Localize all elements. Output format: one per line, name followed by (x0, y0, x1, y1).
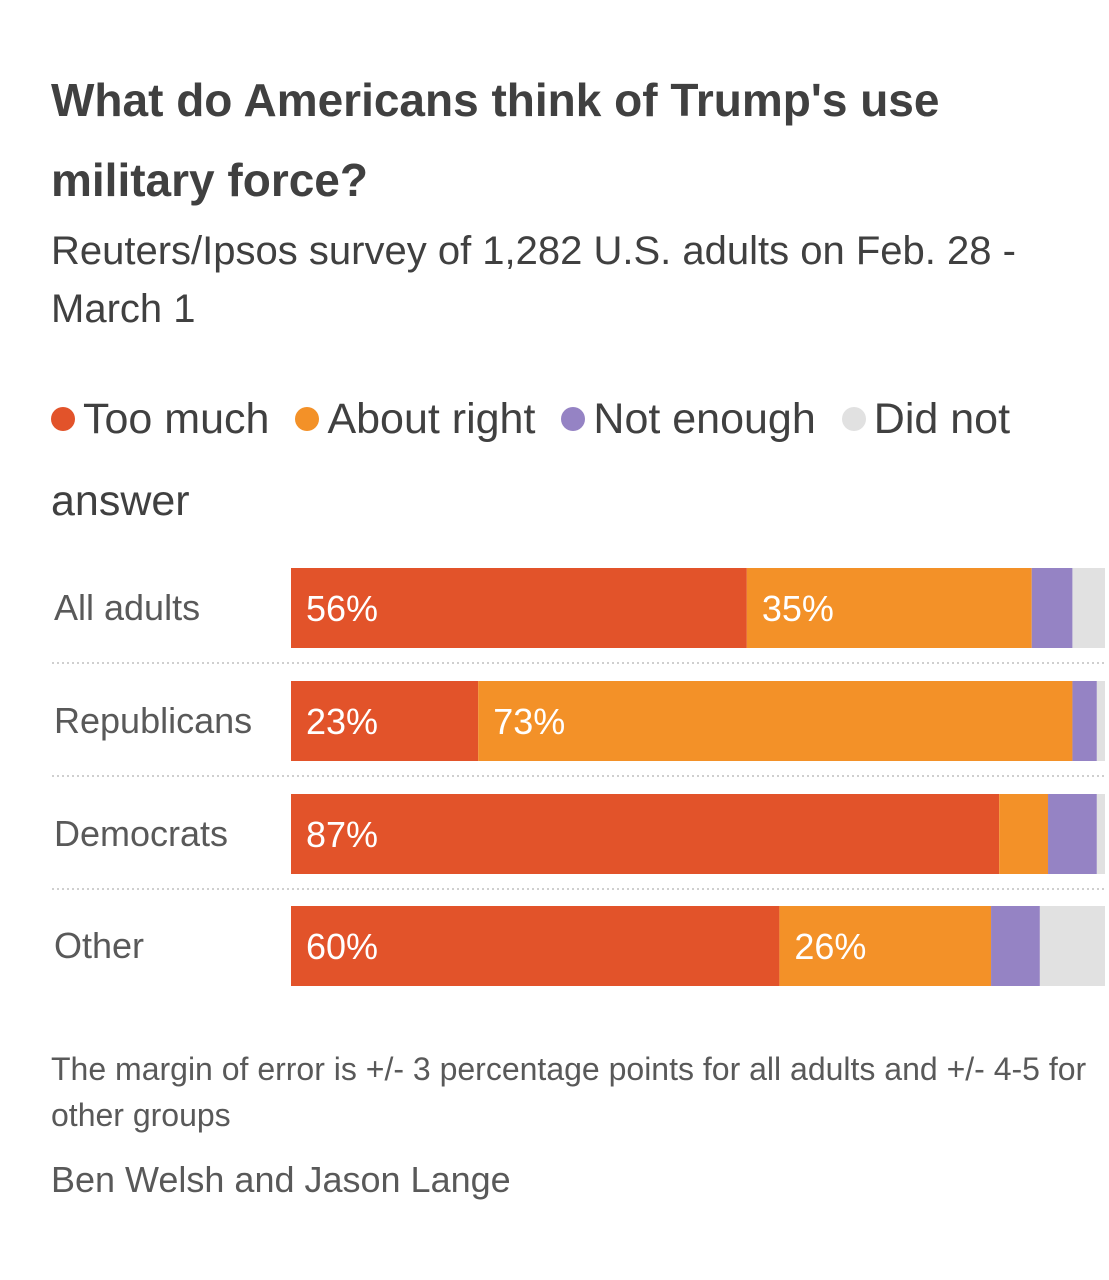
bar-segment (1048, 794, 1097, 874)
data-label: 60% (306, 926, 378, 967)
chart-title: What do Americans think of Trump's use m… (51, 74, 940, 206)
data-label: 73% (493, 701, 565, 742)
bar-segment (999, 794, 1049, 874)
bar-segment (1096, 681, 1105, 761)
bar-segment (291, 681, 479, 761)
bar-segment (991, 906, 1040, 986)
bar-segment (1096, 794, 1105, 874)
legend-item: Too much (51, 395, 269, 443)
legend-item: Not enough (561, 395, 816, 443)
category-label: Democrats (54, 813, 229, 854)
bar-segment (291, 568, 747, 648)
legend-swatch (51, 407, 75, 431)
data-label: 26% (794, 926, 866, 967)
byline: Ben Welsh and Jason Lange (51, 1159, 511, 1200)
stacked-bar-chart: 56% 35% 23% 73% 87% 60% 26% (52, 568, 1105, 986)
data-label: 23% (306, 701, 378, 742)
category-label: Other (54, 925, 145, 966)
legend: Too much About right Not enough Did not ans… (51, 378, 1091, 542)
legend-item: About right (295, 395, 535, 443)
legend-label: Not enough (593, 395, 816, 443)
chart-subtitle: Reuters/Ipsos survey of 1,282 U.S. adult… (51, 229, 1016, 331)
bar-segment (779, 906, 992, 986)
legend-swatch (561, 407, 586, 431)
bar-segment (291, 906, 780, 986)
legend-label: Did not answer (51, 395, 1011, 525)
bar-segment (478, 681, 1073, 761)
bar-segment (291, 794, 1000, 874)
bar-segment (746, 568, 1032, 648)
category-label: Republicans (54, 700, 253, 741)
bar-segment (1031, 568, 1073, 648)
data-label: 56% (306, 588, 378, 629)
category-label: All adults (54, 587, 201, 628)
footnote: The margin of error is +/- 3 percentage … (51, 1051, 1087, 1133)
legend-label: About right (327, 395, 536, 443)
data-label: 87% (306, 814, 378, 855)
legend-label: Too much (83, 395, 270, 443)
data-label: 35% (762, 588, 834, 629)
legend-swatch (295, 407, 320, 431)
bar-segment (1072, 681, 1097, 761)
legend-item: Did not answer (51, 395, 1010, 525)
legend-swatch (841, 407, 866, 431)
bar-segment (1072, 568, 1105, 648)
bar-segment (1039, 906, 1105, 986)
